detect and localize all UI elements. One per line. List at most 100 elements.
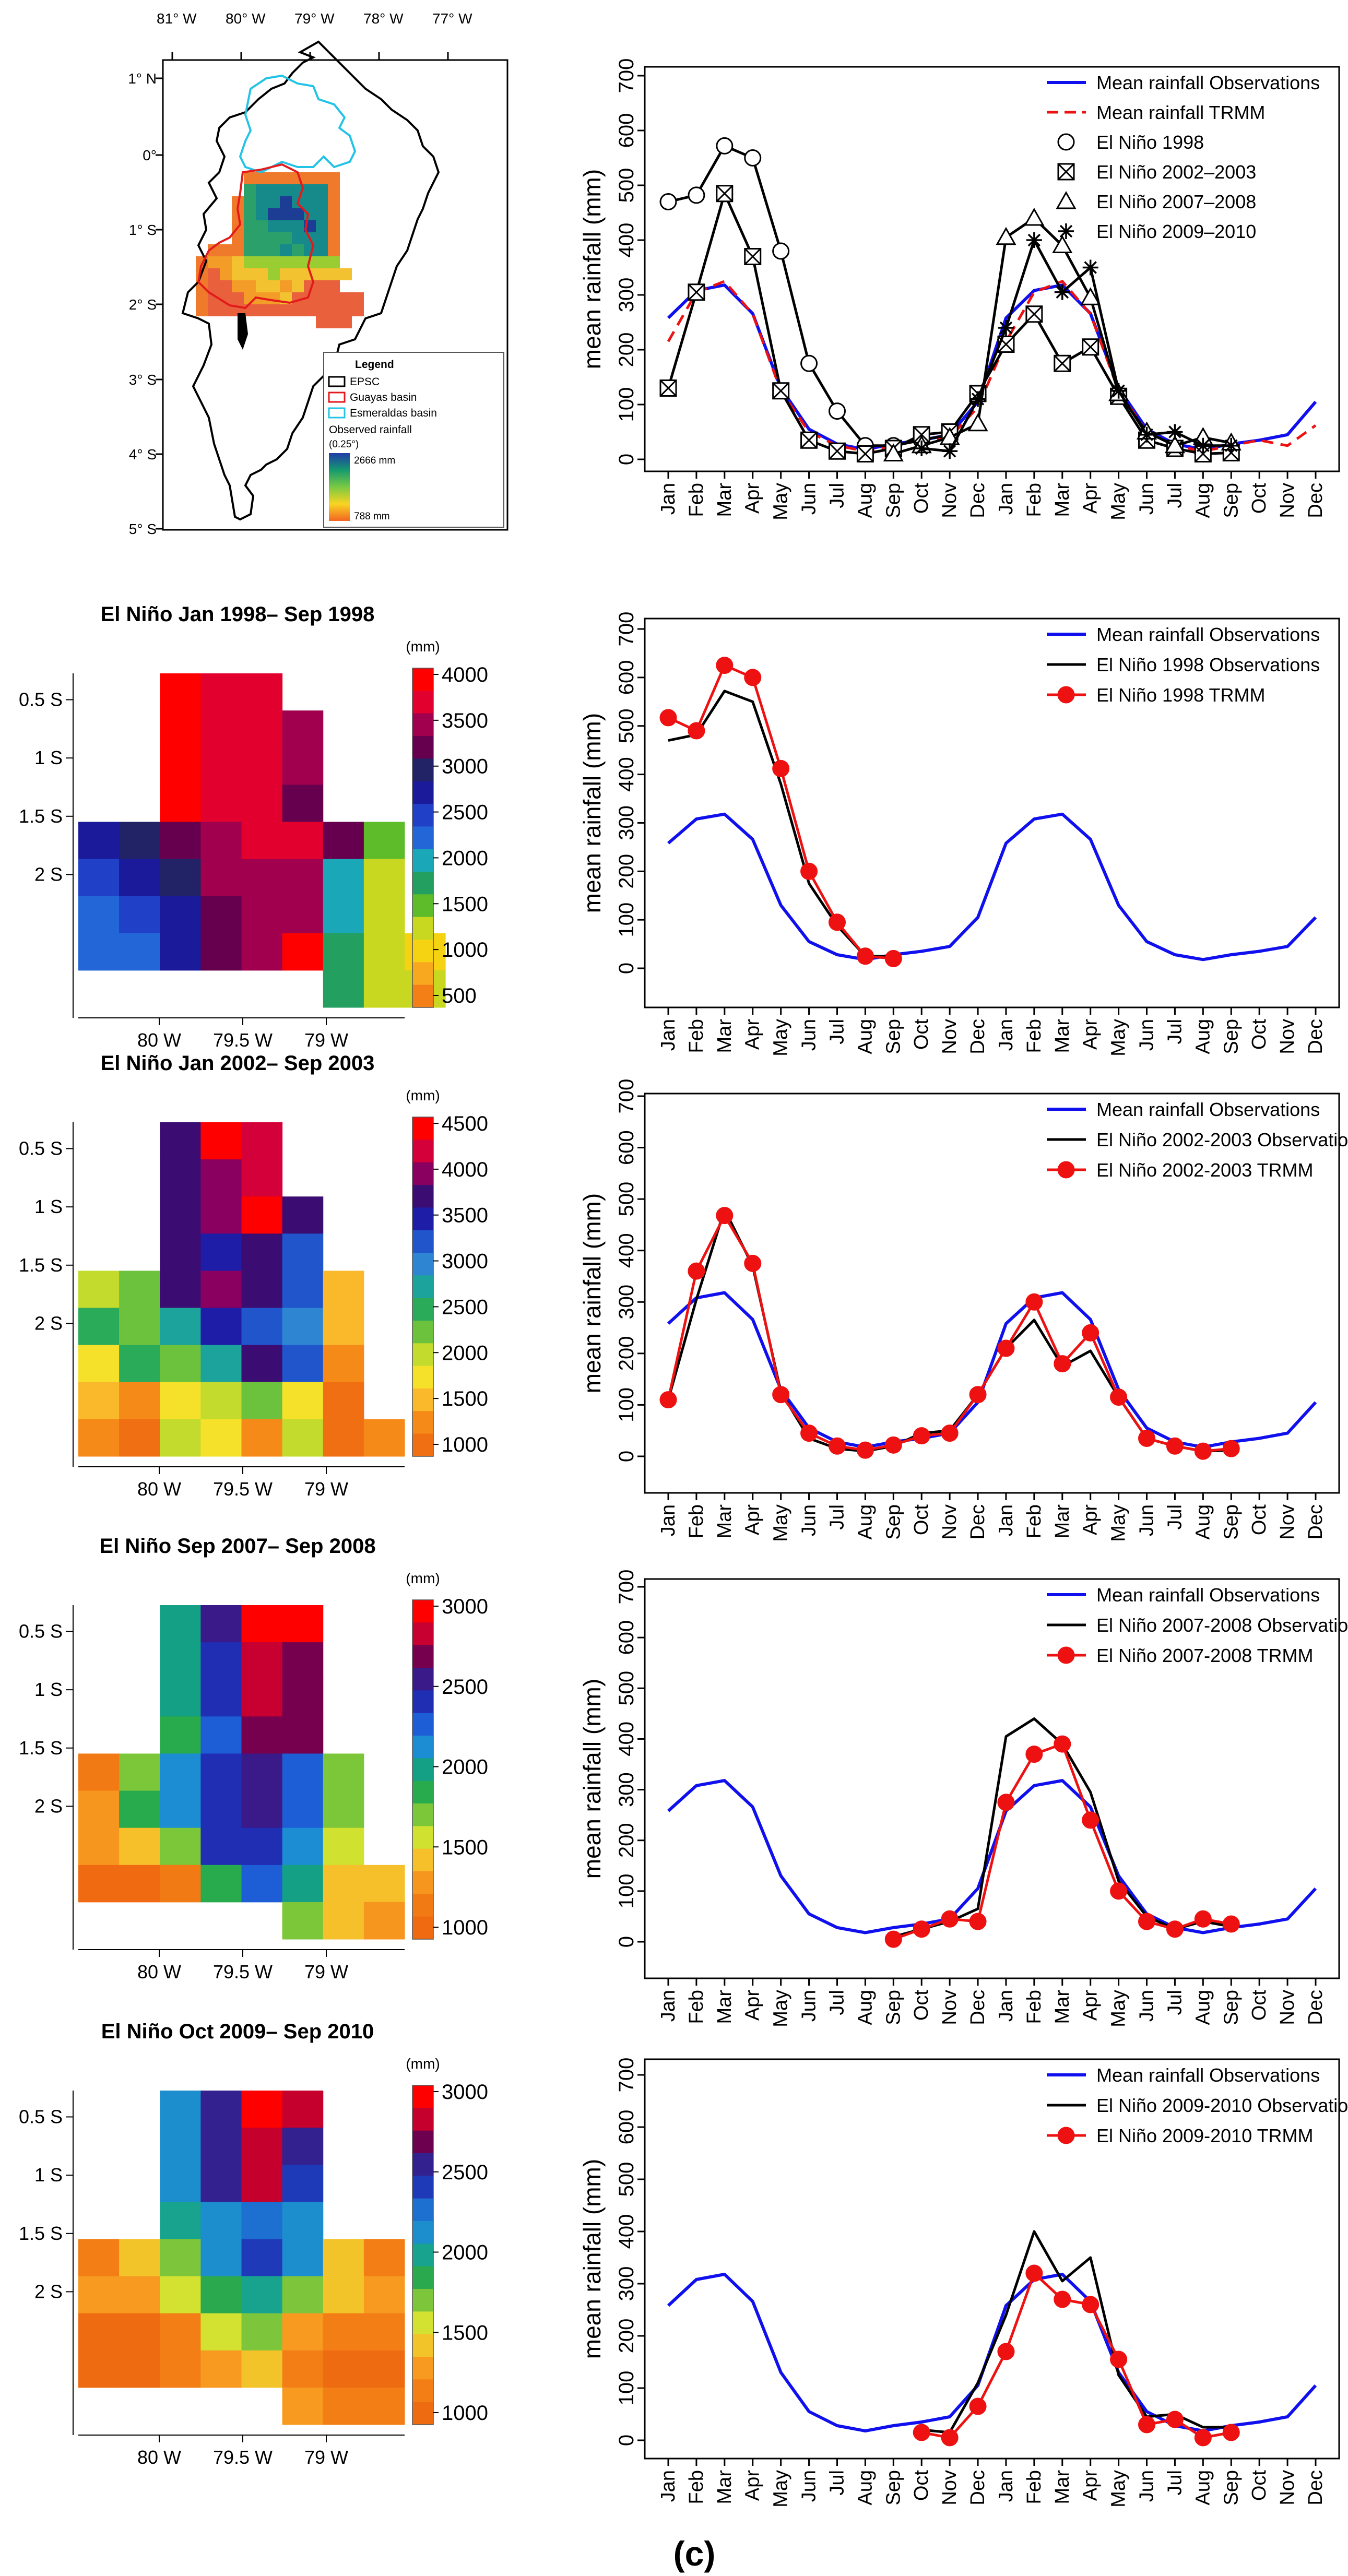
legend-min-label: 788 mm [354, 511, 390, 522]
map-grid-cell [304, 208, 316, 220]
heatmap-cell [119, 1419, 160, 1457]
heatmap-cell [119, 2239, 160, 2277]
y-tick-label: 100 [615, 387, 638, 422]
x-tick-label: Aug [1192, 483, 1214, 518]
marker-dot [716, 657, 734, 674]
map-grid-cell [280, 184, 292, 196]
line-chart: 0 100 200 300 400 500 600 700 mean rainfall (mm)… [578, 58, 1340, 520]
x-tick-label: Sep [1220, 2470, 1242, 2506]
map-grid-cell [244, 304, 256, 316]
heatmap-cell [200, 1345, 242, 1383]
heatmap-cell [160, 1122, 201, 1160]
heatmap-cell [160, 1642, 201, 1680]
colorbar-step [412, 1411, 433, 1434]
map-lat-tick: 0° [143, 147, 157, 163]
map-grid-cell [268, 232, 280, 244]
map-grid-cell [220, 244, 232, 256]
heatmap-panel: El Niño Jan 2002– Sep 2003 (mm) 80 W 79.5 W… [19, 1052, 488, 1500]
map-grid-cell [232, 232, 244, 244]
x-tick-label: Dec [967, 1019, 989, 1054]
map-grid-cell [304, 292, 316, 304]
map-grid-cell [232, 292, 244, 304]
map-grid-cell [316, 244, 328, 256]
marker-box-x [857, 445, 874, 462]
marker-dot [688, 1262, 705, 1280]
heatmap-cell [119, 1865, 160, 1903]
heatmap-cell [241, 1159, 283, 1197]
esmeraldas-basin-outline [239, 74, 357, 174]
heatmap-y-tick: 1.5 S [19, 1254, 63, 1276]
heatmap-x-tick: 79.5 W [213, 1961, 273, 1983]
x-tick-label: Jan [995, 1019, 1017, 1051]
marker-triangle [996, 227, 1016, 245]
x-tick-label: May [1108, 2470, 1130, 2508]
y-axis-label: mean rainfall (mm) [578, 1679, 606, 1879]
colorbar-tick: 1000 [442, 1433, 488, 1456]
marker-box-x [716, 185, 733, 202]
legend-label: El Niño 2009-2010 TRMM [1096, 2125, 1314, 2146]
x-tick-label: Aug [1192, 1504, 1214, 1540]
marker-star [1082, 259, 1098, 276]
y-tick-label: 600 [615, 1620, 638, 1655]
colorbar-tick: 1500 [442, 893, 488, 916]
y-tick-label: 400 [615, 223, 638, 258]
heatmap-cell [78, 1382, 120, 1420]
heatmap-cell [323, 1753, 364, 1791]
legend-label: Mean rainfall Observations [1096, 72, 1320, 93]
heatmap-cell [282, 1308, 324, 1346]
marker-dot [941, 1910, 959, 1928]
legend-rain-title: Observed rainfall [329, 424, 412, 436]
legend-label: Mean rainfall Observations [1096, 2064, 1320, 2086]
colorbar-tick: 3000 [442, 2081, 488, 2104]
x-tick-label: Apr [1080, 1990, 1102, 2021]
marker-dot [941, 2429, 959, 2447]
heatmap-cell [241, 1233, 283, 1271]
y-tick-label: 700 [615, 58, 638, 93]
marker-circle [744, 149, 762, 167]
x-tick-label: Oct [1248, 2470, 1270, 2501]
heatmap-cell [119, 1790, 160, 1829]
map-grid-cell [244, 280, 256, 292]
heatmap-y-tick: 0.5 S [19, 1137, 63, 1159]
map-grid-cell [352, 304, 364, 316]
map-grid-cell [244, 268, 256, 280]
map-grid-cell [316, 220, 328, 232]
marker-dot [1166, 2411, 1184, 2428]
heatmap-cell [160, 710, 201, 748]
heatmap-cell [282, 2239, 324, 2277]
map-grid-cell [340, 304, 352, 316]
heatmap-cell [200, 673, 242, 711]
marker-dot [913, 1427, 930, 1445]
heatmap-cell [282, 1233, 324, 1271]
x-tick-label: Feb [685, 2470, 707, 2504]
colorbar-frame [412, 1117, 434, 1457]
x-tick-label: May [770, 1019, 792, 1056]
y-axis-label: mean rainfall (mm) [578, 713, 606, 913]
y-tick-label: 400 [615, 2214, 638, 2249]
heatmap-cell [160, 2128, 201, 2165]
y-tick-label: 400 [615, 1722, 638, 1756]
x-tick-label: Jul [1164, 1504, 1186, 1530]
heatmap-cell [323, 1382, 364, 1420]
y-tick-label: 500 [615, 1671, 638, 1706]
heatmap-cell [282, 1827, 324, 1866]
heatmap-cell [160, 2202, 201, 2239]
heatmap-cell [119, 859, 160, 897]
series-line [667, 1779, 1317, 1934]
heatmap-cell [323, 859, 364, 897]
x-tick-label: Jan [995, 1990, 1017, 2022]
heatmap-cell [241, 1865, 283, 1903]
heatmap-unit: (mm) [406, 1087, 440, 1103]
map-grid-cell [316, 208, 328, 220]
heatmap-cell [241, 1196, 283, 1234]
heatmap-cell [241, 859, 283, 897]
map-grid-cell [244, 184, 256, 196]
map-grid-cell [328, 292, 340, 304]
heatmap-cell [78, 822, 120, 860]
marker-dot [772, 759, 790, 777]
y-tick-label: 0 [615, 1936, 638, 1948]
heatmap-cell [200, 1233, 242, 1271]
heatmap-cell [119, 1308, 160, 1346]
colorbar-step [412, 1185, 433, 1208]
y-tick-label: 0 [615, 963, 638, 974]
